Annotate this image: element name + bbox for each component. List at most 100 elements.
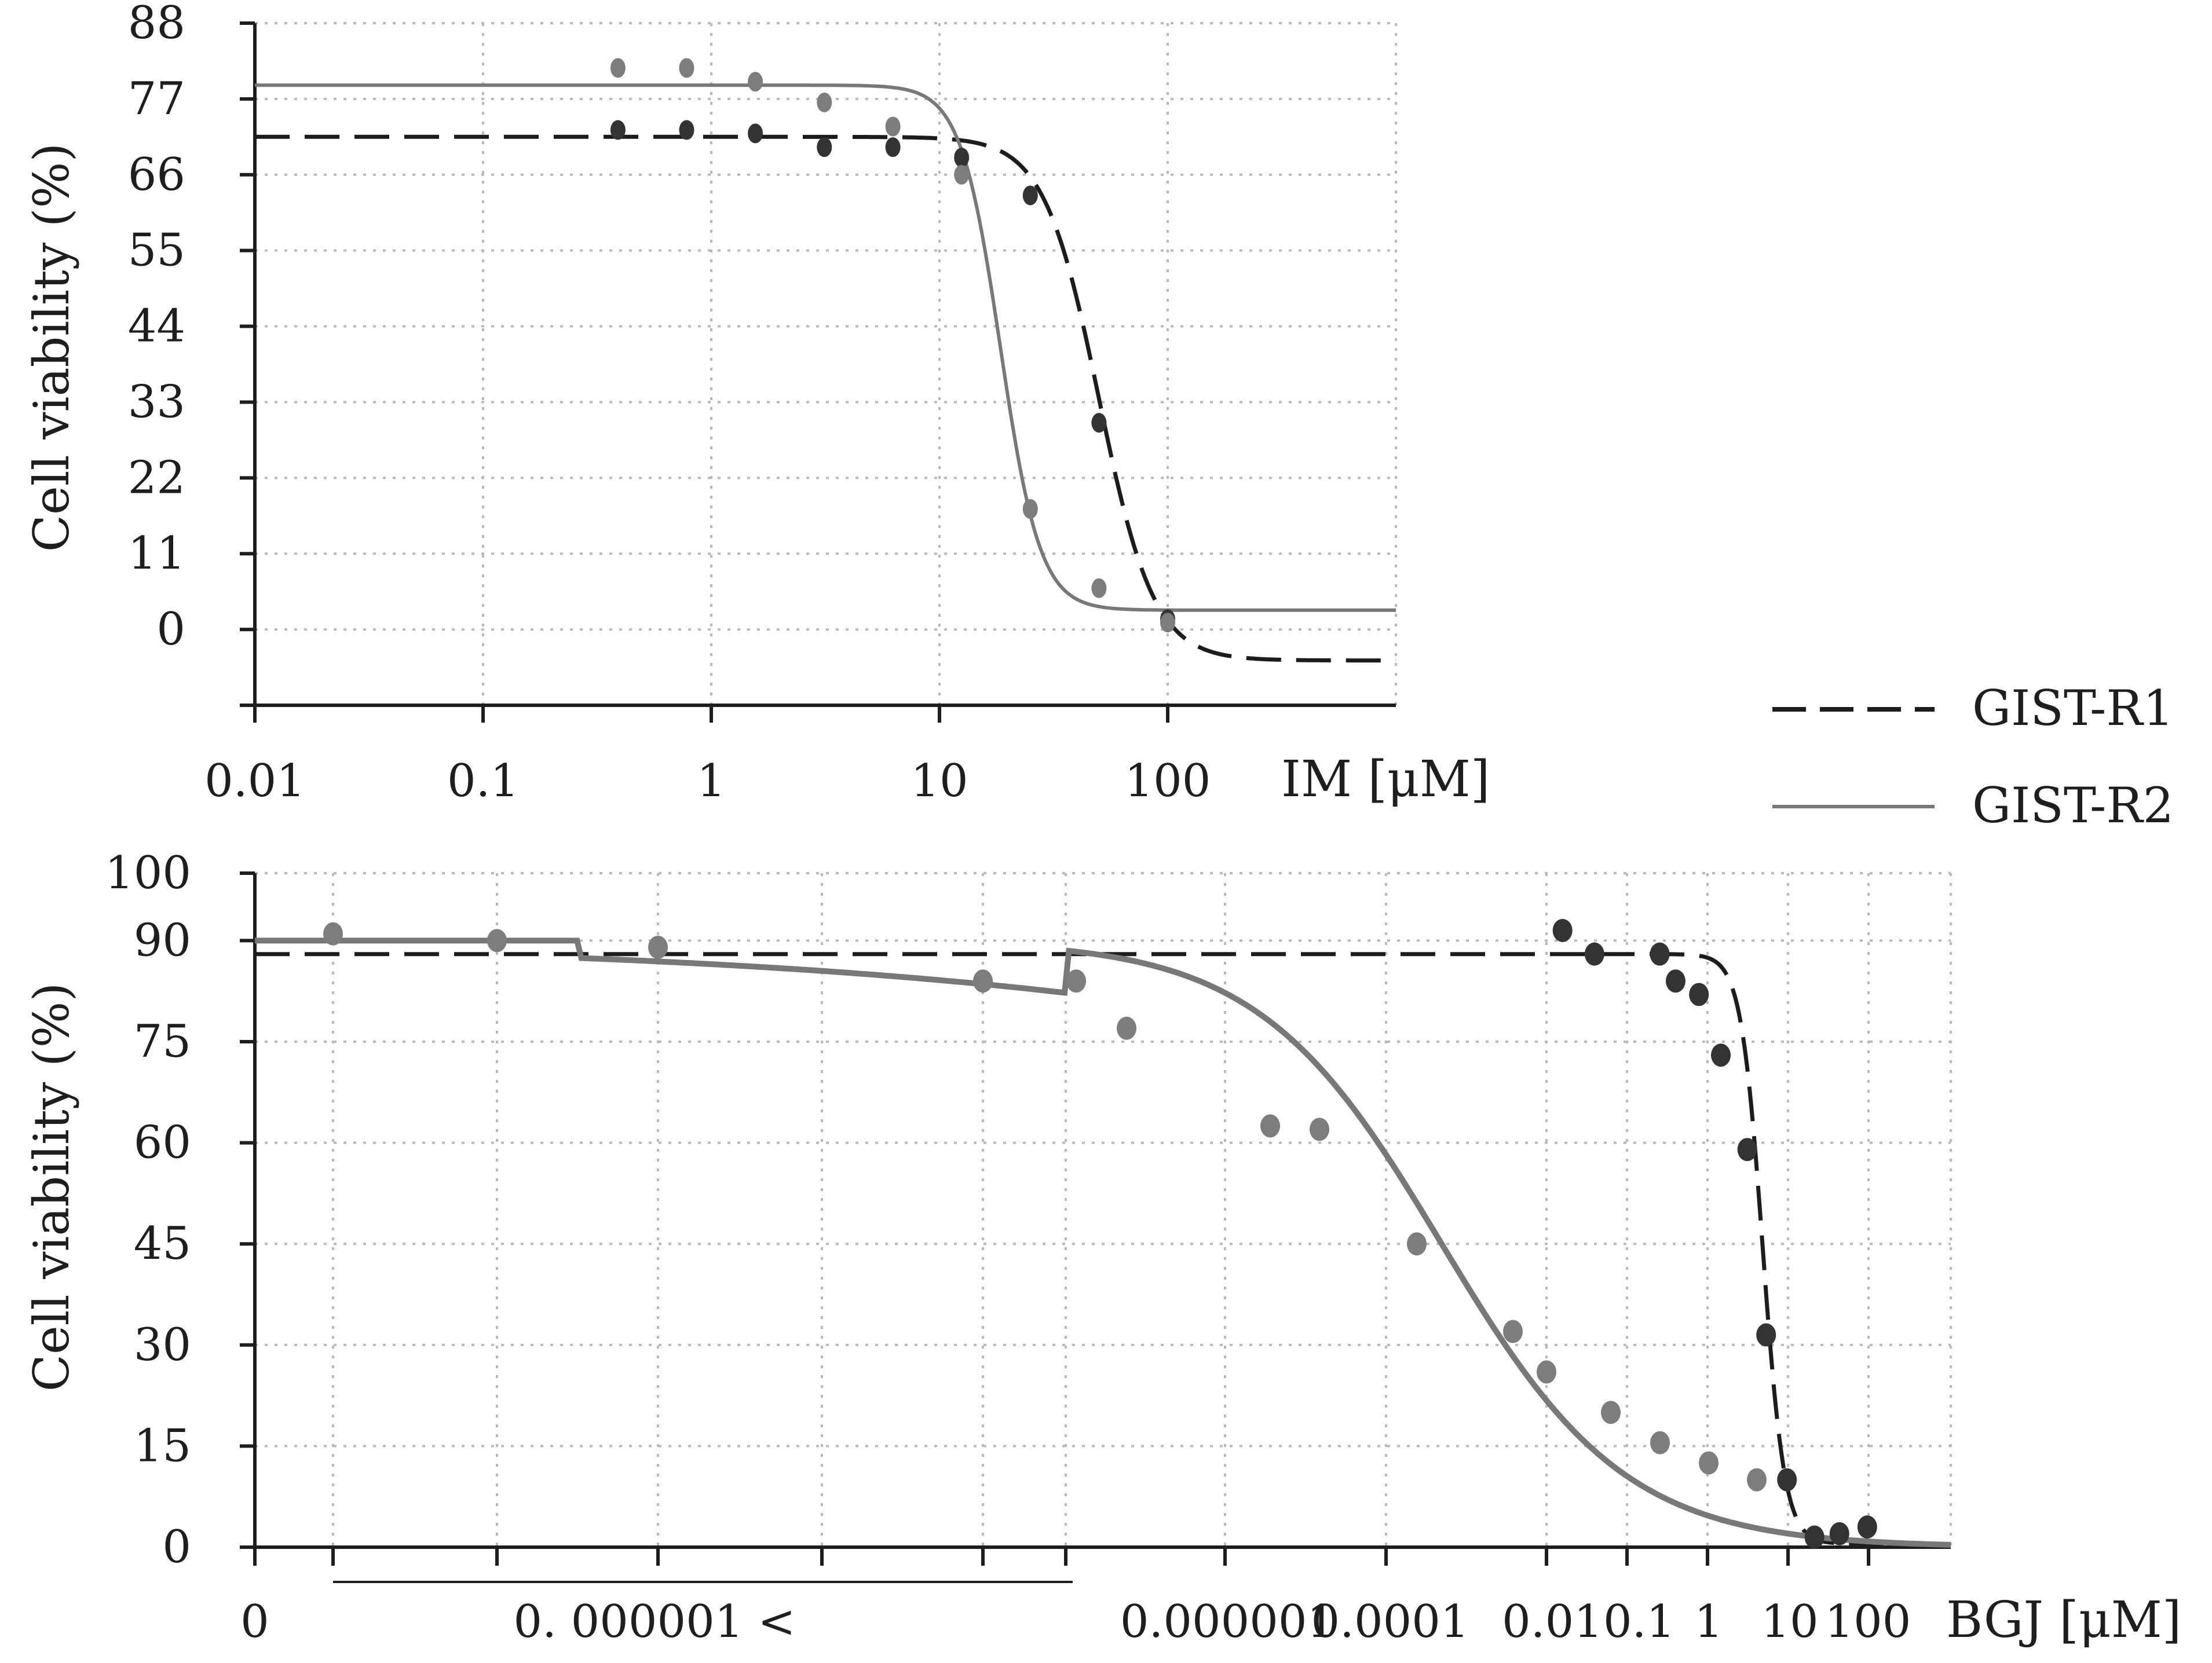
bottom-y-tick-labels: 0 15 30 45 60 75 90 100 (105, 847, 191, 1573)
top-point-gist-r1 (679, 120, 694, 140)
top-point-gist-r1 (610, 120, 626, 140)
top-x-tick-labels: 0.01 0.1 1 10 100 (204, 755, 1211, 807)
bottom-point-gist-r2 (973, 969, 993, 993)
top-y-tick-label: 66 (128, 149, 185, 201)
top-point-gist-r1 (748, 123, 763, 144)
top-chart-panel: 0 11 22 33 44 55 66 77 88 0.01 0.1 1 10 100 Cell via… (23, 0, 1490, 808)
bottom-point-gist-r1 (1804, 1525, 1825, 1549)
bottom-point-gist-r1 (1711, 1043, 1731, 1067)
bottom-point-gist-r1 (1756, 1323, 1776, 1347)
bottom-point-gist-r1 (1737, 1138, 1757, 1162)
top-y-tick-label: 0 (156, 603, 185, 655)
bottom-x-tick-label: 0.01 (1502, 1596, 1603, 1648)
bottom-axes (240, 871, 1951, 1583)
bottom-point-gist-r2 (1747, 1468, 1767, 1492)
bottom-point-gist-r1 (1829, 1522, 1849, 1545)
top-curve-gist-r1 (255, 134, 1396, 663)
bottom-x-tick-label: 0 (240, 1596, 269, 1648)
top-point-gist-r2 (1091, 578, 1107, 598)
bottom-x-axis-label: BGJ [μM] (1946, 1591, 2181, 1649)
top-point-gist-r2 (610, 58, 626, 78)
top-y-tick-label: 55 (128, 225, 185, 277)
top-point-gist-r2 (885, 116, 901, 137)
bottom-x-tick-label: 0.1 (1603, 1596, 1675, 1648)
top-point-gist-r2 (954, 164, 970, 185)
top-y-tick-label: 22 (128, 452, 185, 504)
bottom-y-tick-label: 0 (162, 1521, 191, 1573)
bottom-point-gist-r2 (1650, 1431, 1670, 1455)
top-point-gist-r1 (1091, 413, 1107, 433)
bottom-x-tick-label: 100 (1825, 1596, 1911, 1648)
bottom-point-gist-r1 (1665, 969, 1685, 993)
bottom-point-gist-r2 (1601, 1401, 1621, 1424)
bottom-x-tick-label: 0.000001 (1120, 1596, 1336, 1648)
bottom-curves (255, 937, 1951, 1548)
top-x-axis-label: IM [μM] (1281, 750, 1490, 808)
top-grid (255, 22, 1397, 705)
bottom-point-gist-r2 (1260, 1114, 1280, 1138)
top-y-axis-label: Cell viability (%) (23, 143, 80, 552)
bottom-x-tick-label: 1 (1694, 1596, 1723, 1648)
top-y-tick-label: 77 (128, 73, 185, 125)
bottom-point-gist-r1 (1689, 983, 1709, 1006)
legend-r1-label: GIST-R1 (1972, 680, 2174, 737)
bottom-point-gist-r1 (1650, 942, 1670, 966)
bottom-y-tick-label: 90 (134, 914, 191, 966)
top-x-tick-label: 1 (697, 755, 726, 807)
bottom-x-tick-label: 0.0001 (1311, 1596, 1469, 1648)
bottom-y-tick-label: 45 (134, 1218, 191, 1270)
bottom-point-gist-r2 (1407, 1232, 1427, 1256)
bottom-y-tick-label: 15 (134, 1420, 191, 1472)
top-x-tick-label: 0.01 (204, 755, 305, 807)
bottom-point-gist-r1 (1584, 942, 1604, 966)
bottom-y-tick-label: 100 (105, 847, 191, 899)
bottom-points (323, 918, 1877, 1549)
top-point-gist-r1 (954, 148, 970, 168)
top-y-tick-label: 11 (128, 528, 185, 580)
bottom-point-gist-r1 (1777, 1468, 1797, 1492)
top-y-tick-label: 33 (128, 376, 185, 428)
top-y-tick-label: 88 (128, 0, 185, 49)
top-point-gist-r1 (885, 137, 901, 157)
bottom-point-gist-r2 (1503, 1320, 1523, 1343)
top-x-tick-label: 10 (911, 755, 968, 807)
top-point-gist-r2 (1160, 613, 1175, 633)
bottom-point-gist-r1 (1552, 918, 1573, 942)
bottom-x-tick-label: 0. 000001 < (513, 1596, 795, 1648)
bottom-grid (255, 872, 1952, 1548)
bottom-point-gist-r2 (1310, 1118, 1329, 1141)
top-y-tick-label: 44 (128, 301, 185, 353)
bottom-y-tick-label: 60 (134, 1117, 191, 1169)
bottom-x-tick-label: 10 (1761, 1596, 1818, 1648)
top-y-tick-labels: 0 11 22 33 44 55 66 77 88 (128, 0, 185, 655)
bottom-point-gist-r2 (1537, 1360, 1556, 1384)
top-point-gist-r2 (817, 92, 832, 112)
top-curves (255, 83, 1396, 663)
top-points (610, 58, 1175, 633)
bottom-point-gist-r2 (323, 922, 343, 946)
bottom-point-gist-r1 (1857, 1515, 1877, 1539)
top-x-tick-label: 100 (1125, 755, 1211, 807)
bottom-point-gist-r2 (1699, 1451, 1719, 1475)
top-x-tick-label: 0.1 (447, 755, 519, 807)
top-point-gist-r2 (1022, 499, 1038, 519)
bottom-y-tick-label: 30 (134, 1319, 191, 1371)
top-point-gist-r1 (817, 137, 832, 157)
bottom-point-gist-r2 (1066, 969, 1086, 993)
top-point-gist-r2 (679, 58, 694, 78)
top-point-gist-r1 (1022, 185, 1038, 206)
bottom-curve-gist-r2 (255, 937, 1951, 1548)
top-axes (240, 21, 1396, 723)
bottom-y-tick-label: 75 (134, 1016, 191, 1068)
bottom-y-axis-label: Cell viability (%) (23, 983, 80, 1391)
top-curve-gist-r2 (255, 83, 1396, 612)
legend-r2-label: GIST-R2 (1972, 777, 2174, 834)
bottom-point-gist-r2 (1117, 1016, 1136, 1040)
bottom-point-gist-r2 (487, 929, 507, 953)
top-point-gist-r2 (748, 72, 763, 92)
legend: GIST-R1 GIST-R2 (1772, 680, 2174, 834)
bottom-point-gist-r2 (648, 936, 668, 959)
